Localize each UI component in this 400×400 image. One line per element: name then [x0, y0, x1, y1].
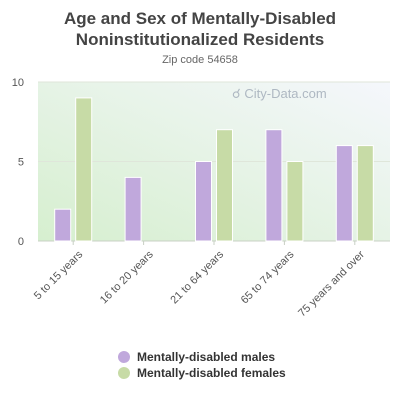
legend-swatch-males: [118, 351, 130, 363]
bar-females: [356, 145, 374, 242]
watermark-text: City-Data.com: [244, 86, 327, 101]
x-tick-label: 21 to 64 years: [168, 248, 226, 306]
y-tick-label: 0: [18, 236, 24, 248]
legend-label-males: Mentally-disabled males: [137, 350, 276, 364]
chart-title-line-1: Age and Sex of Mentally-Disabled: [63, 9, 337, 28]
bar-males: [54, 208, 72, 242]
legend-swatch-females: [118, 367, 130, 379]
x-tick-label: 5 to 15 years: [32, 248, 86, 302]
magnifier-icon: ☌: [232, 86, 241, 101]
chart-subtitle: Zip code 54658: [162, 54, 238, 66]
bar-females: [286, 161, 304, 242]
bar-females: [216, 129, 233, 242]
chart-title: Age and Sex of Mentally-Disabled Noninst…: [0, 8, 400, 50]
legend-item-males: Mentally-disabled males: [118, 349, 286, 365]
legend-item-females: Mentally-disabled females: [118, 365, 286, 381]
legend: Mentally-disabled males Mentally-disable…: [118, 349, 286, 381]
bar-males: [124, 176, 142, 242]
x-tick-label: 16 to 20 years: [98, 248, 156, 306]
y-tick-label: 5: [18, 157, 24, 169]
bar-females: [75, 97, 93, 242]
watermark: ☌ City-Data.com: [232, 86, 327, 102]
bar-males: [335, 145, 353, 242]
x-tick-label: 75 years and over: [296, 248, 367, 319]
legend-label-females: Mentally-disabled females: [137, 366, 286, 380]
chart-title-line-2: Noninstitutionalized Residents: [75, 30, 325, 49]
bar-males: [195, 161, 212, 242]
bar-males: [265, 129, 283, 242]
x-tick-label: 65 to 74 years: [239, 248, 297, 306]
y-tick-label: 10: [12, 77, 24, 89]
